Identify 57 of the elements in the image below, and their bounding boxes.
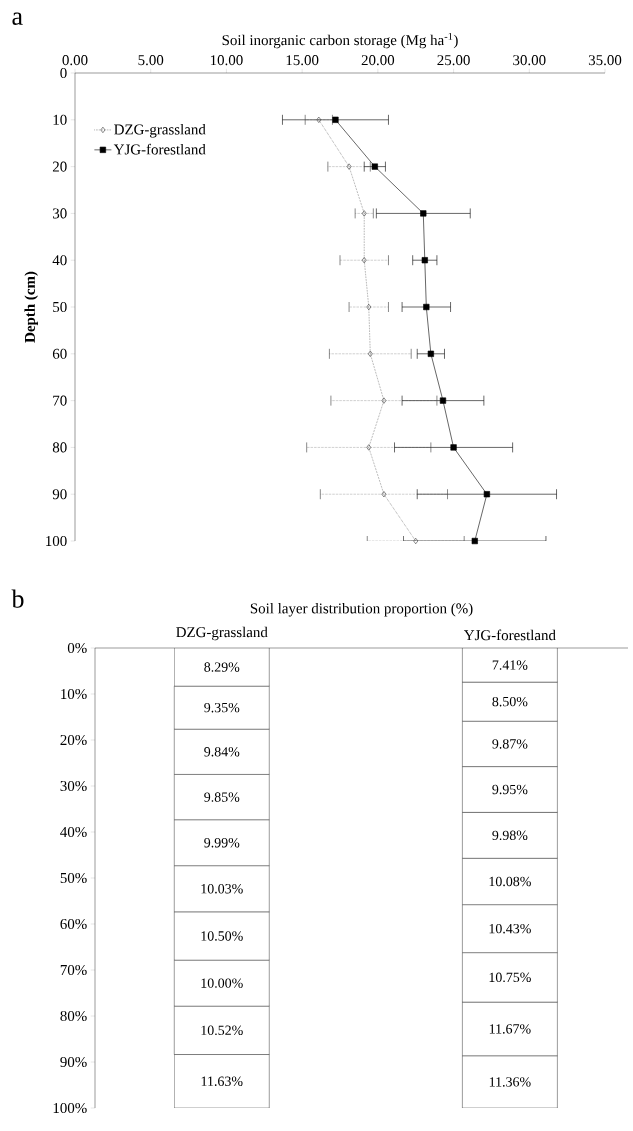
y-tick-label: 30% bbox=[60, 780, 87, 792]
data-label: 9.98% bbox=[492, 830, 528, 841]
y-tick-label: 40% bbox=[60, 826, 87, 838]
x-tick-label: 25.00 bbox=[437, 55, 470, 66]
data-label: 9.85% bbox=[204, 792, 240, 802]
data-label: 9.84% bbox=[204, 747, 240, 757]
y-tick-label: 90% bbox=[60, 1056, 87, 1068]
data-label: 7.41% bbox=[492, 660, 528, 670]
x-tick-label: 5.00 bbox=[138, 55, 164, 66]
x-tick-label: 35.00 bbox=[588, 55, 622, 66]
y-tick-label: 40 bbox=[52, 255, 67, 266]
data-label: 10.75% bbox=[489, 972, 531, 983]
y-tick-label: 70 bbox=[53, 395, 67, 406]
data-label: 10.00% bbox=[201, 978, 243, 988]
x-tick-label: 30.00 bbox=[513, 55, 546, 66]
y-tick-label: 100% bbox=[53, 1102, 87, 1114]
data-label: 11.63% bbox=[201, 1076, 243, 1087]
legend-label: YJG-forestland bbox=[113, 143, 206, 155]
y-tick-label: 60% bbox=[60, 918, 87, 930]
data-label: 10.50% bbox=[201, 931, 243, 941]
y-tick-label: 60 bbox=[52, 348, 67, 359]
data-label: 9.35% bbox=[204, 702, 240, 713]
y-tick-label: 70% bbox=[60, 964, 87, 976]
y-tick-label: 30 bbox=[53, 208, 67, 219]
chart-title: Soil layer distribution proportion (%) bbox=[250, 602, 473, 617]
y-tick-label: 50% bbox=[60, 872, 87, 884]
y-tick-label: 80% bbox=[60, 1010, 87, 1022]
x-axis-title: Soil inorganic carbon storage (Mg ha$^{-1}$) bbox=[222, 32, 458, 49]
y-tick-label: 100 bbox=[46, 535, 67, 547]
legend-label: DZG-grassland bbox=[114, 124, 206, 138]
y-axis-title: Depth (cm) bbox=[24, 271, 38, 343]
data-label: 10.43% bbox=[489, 923, 531, 934]
data-label: 8.29% bbox=[204, 662, 240, 672]
text: a bbox=[12, 12, 23, 25]
y-tick-label: 20 bbox=[52, 161, 67, 172]
y-tick-label: 90 bbox=[52, 489, 67, 500]
data-label: 10.03% bbox=[201, 884, 243, 894]
y-tick-label: 0% bbox=[67, 642, 87, 654]
data-label: 10.52% bbox=[201, 1025, 243, 1036]
y-tick-label: 10 bbox=[53, 114, 67, 125]
data-label: 8.50% bbox=[492, 696, 528, 707]
data-label: 9.99% bbox=[204, 837, 240, 848]
data-label: 9.87% bbox=[492, 739, 528, 749]
y-tick-label: 20% bbox=[60, 734, 87, 746]
data-label: 10.08% bbox=[489, 876, 531, 887]
data-label: 11.67% bbox=[489, 1024, 531, 1034]
data-label: 11.36% bbox=[489, 1077, 531, 1087]
y-tick-label: 50 bbox=[53, 301, 67, 313]
y-tick-label: 0 bbox=[60, 67, 67, 79]
x-tick-label: 15.00 bbox=[286, 55, 319, 66]
x-tick-label: 0.00 bbox=[62, 55, 88, 66]
text: b bbox=[11, 589, 24, 608]
x-tick-label: 20.00 bbox=[361, 55, 395, 66]
x-tick-label: 10.00 bbox=[210, 55, 243, 66]
data-label: 9.95% bbox=[492, 784, 528, 795]
y-tick-label: 80 bbox=[52, 442, 67, 453]
y-tick-label: 10% bbox=[61, 688, 87, 700]
